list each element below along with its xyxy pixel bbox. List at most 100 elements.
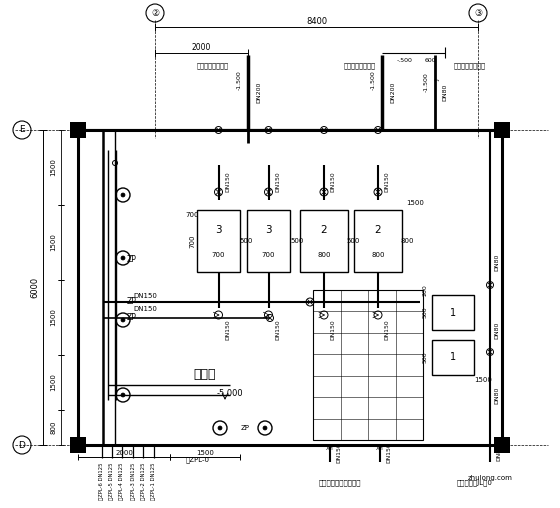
Text: -5.000: -5.000 xyxy=(217,389,243,397)
Text: 接给水立管JL－0: 接给水立管JL－0 xyxy=(457,480,493,486)
Text: 6000: 6000 xyxy=(30,277,40,298)
Text: 消ZPL-2 DN125: 消ZPL-2 DN125 xyxy=(141,462,146,500)
Circle shape xyxy=(121,318,125,322)
Text: 3: 3 xyxy=(215,226,222,236)
Text: DN80: DN80 xyxy=(494,322,500,339)
Text: DN150: DN150 xyxy=(330,320,335,340)
Text: DN150: DN150 xyxy=(133,306,157,312)
Text: 500: 500 xyxy=(290,238,304,244)
Circle shape xyxy=(265,126,272,134)
Text: 2: 2 xyxy=(375,226,381,236)
Text: 3: 3 xyxy=(265,226,272,236)
Text: 消ZPL-5 DN125: 消ZPL-5 DN125 xyxy=(110,462,114,500)
Circle shape xyxy=(258,421,272,435)
Circle shape xyxy=(121,256,125,260)
Text: 接室外消防贮水池: 接室外消防贮水池 xyxy=(344,62,376,69)
Text: -1.500: -1.500 xyxy=(371,70,376,90)
Text: ③: ③ xyxy=(474,9,482,17)
Bar xyxy=(70,122,86,138)
Text: 700: 700 xyxy=(262,251,276,258)
Text: 2000: 2000 xyxy=(115,450,133,456)
Circle shape xyxy=(320,126,328,134)
Text: 1500: 1500 xyxy=(50,373,56,392)
Circle shape xyxy=(320,311,328,319)
Text: 消ZPL-6 DN125: 消ZPL-6 DN125 xyxy=(100,462,105,500)
Text: ②: ② xyxy=(151,9,159,17)
Bar xyxy=(494,437,510,453)
Text: 1500: 1500 xyxy=(50,308,56,327)
Text: 消ZPL-3 DN125: 消ZPL-3 DN125 xyxy=(130,462,136,500)
Text: 2000: 2000 xyxy=(192,44,211,52)
Text: 消ZPL-0: 消ZPL-0 xyxy=(186,457,210,463)
Bar xyxy=(197,210,240,272)
Text: ZP: ZP xyxy=(240,425,250,431)
Text: DN80: DN80 xyxy=(494,253,500,271)
Circle shape xyxy=(214,311,222,319)
Text: -1.500: -1.500 xyxy=(236,70,241,90)
Text: -1.500: -1.500 xyxy=(423,72,428,92)
Bar xyxy=(432,295,474,330)
Circle shape xyxy=(267,314,273,322)
Text: 500: 500 xyxy=(422,352,427,363)
Text: DN150: DN150 xyxy=(386,442,391,463)
Text: 500: 500 xyxy=(239,238,253,244)
Circle shape xyxy=(469,4,487,22)
Text: DN150: DN150 xyxy=(337,442,342,463)
Circle shape xyxy=(264,311,273,319)
Circle shape xyxy=(113,161,118,166)
Text: 700: 700 xyxy=(212,251,225,258)
Bar xyxy=(354,210,402,272)
Text: -.500: -.500 xyxy=(397,57,413,62)
Bar xyxy=(300,210,348,272)
Text: 800: 800 xyxy=(318,251,331,258)
Text: 800: 800 xyxy=(371,251,385,258)
Text: 500: 500 xyxy=(346,238,360,244)
Text: 接室外生活贮水池: 接室外生活贮水池 xyxy=(454,62,486,69)
Text: 200: 200 xyxy=(422,284,427,296)
Text: DN200: DN200 xyxy=(390,81,395,103)
Circle shape xyxy=(213,421,227,435)
Text: 1500: 1500 xyxy=(406,200,424,206)
Text: 1500: 1500 xyxy=(50,234,56,251)
Text: DN150: DN150 xyxy=(385,172,390,193)
Circle shape xyxy=(146,4,164,22)
Text: 水泵房: 水泵房 xyxy=(194,368,216,382)
Text: DN150: DN150 xyxy=(275,172,280,193)
Text: DN150: DN150 xyxy=(225,320,230,340)
Text: ZP: ZP xyxy=(127,298,137,306)
Text: 接室外消防贮水池: 接室外消防贮水池 xyxy=(197,62,229,69)
Circle shape xyxy=(116,388,130,402)
Text: 消ZPL-4 DN125: 消ZPL-4 DN125 xyxy=(119,462,124,500)
Circle shape xyxy=(214,188,222,196)
Text: D: D xyxy=(18,440,25,450)
Circle shape xyxy=(218,426,222,430)
Text: 800: 800 xyxy=(50,421,56,434)
Text: 1: 1 xyxy=(450,353,456,363)
Text: 700: 700 xyxy=(189,234,195,248)
Text: 600: 600 xyxy=(424,57,436,62)
Circle shape xyxy=(375,126,381,134)
Text: ZP: ZP xyxy=(127,256,137,265)
Text: 1500: 1500 xyxy=(50,158,56,176)
Text: DN150: DN150 xyxy=(225,172,230,193)
Circle shape xyxy=(264,188,273,196)
Circle shape xyxy=(306,298,314,306)
Circle shape xyxy=(13,436,31,454)
Circle shape xyxy=(116,313,130,327)
Text: 800: 800 xyxy=(400,238,414,244)
Circle shape xyxy=(374,188,382,196)
Text: 1500: 1500 xyxy=(474,377,492,383)
Text: 500: 500 xyxy=(422,307,427,319)
Text: E: E xyxy=(19,125,25,135)
Circle shape xyxy=(116,251,130,265)
Text: DN80: DN80 xyxy=(442,83,447,101)
Text: DN200: DN200 xyxy=(256,81,262,103)
Bar xyxy=(70,437,86,453)
Text: 8400: 8400 xyxy=(306,17,327,26)
Text: XH: XH xyxy=(326,446,334,451)
Circle shape xyxy=(121,193,125,197)
Circle shape xyxy=(374,311,382,319)
Text: 接室内消火栓给水干管: 接室内消火栓给水干管 xyxy=(319,480,361,486)
Text: 消ZPL-1 DN125: 消ZPL-1 DN125 xyxy=(152,462,156,500)
Circle shape xyxy=(215,126,222,134)
